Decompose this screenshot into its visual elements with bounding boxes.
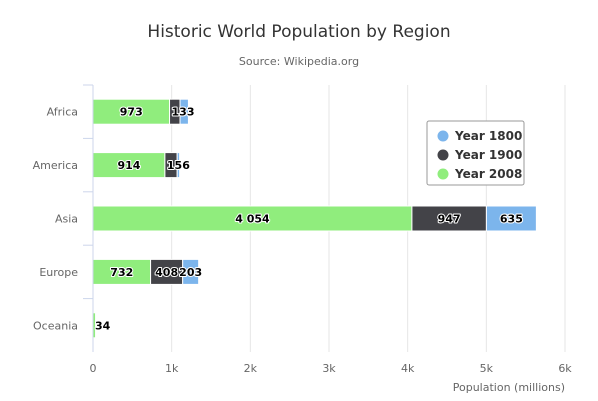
axes: 0 1k 2k 3k 4k 5k 6k Africa America Asia Europe Ocea… — [33, 84, 572, 375]
legend-label: Year 1800 — [454, 129, 522, 143]
x-tick-label: 2k — [244, 362, 258, 375]
legend-item-year-2008[interactable]: Year 2008 — [437, 167, 523, 181]
x-axis-title: Population (millions) — [453, 381, 565, 394]
legend-item-year-1900[interactable]: Year 1900 — [437, 148, 523, 162]
data-label-year-1900-asia: 947 — [438, 213, 461, 226]
bar-year-2008-america[interactable] — [92, 152, 166, 179]
legend-box — [426, 120, 525, 186]
legend-item-year-1800[interactable]: Year 1800 — [437, 129, 523, 143]
bar-year-1900-europe[interactable] — [150, 258, 184, 285]
bar-year-1800-asia[interactable] — [485, 205, 537, 232]
legend-label: Year 1900 — [454, 148, 522, 162]
category-label: Europe — [39, 266, 78, 279]
category-label: Asia — [55, 213, 78, 226]
data-label-year-2008-america: 914 — [117, 159, 140, 172]
x-tick-label: 1k — [165, 362, 179, 375]
bar-year-2008-asia[interactable] — [92, 205, 413, 232]
data-labels: 973 133 914 156 4 054 947 635 732 408 203 34 — [94, 105, 524, 334]
bar-year-1800-africa[interactable] — [179, 98, 189, 125]
category-label: Africa — [47, 106, 78, 119]
x-tick-label: 4k — [401, 362, 415, 375]
category-label: Oceania — [33, 319, 78, 332]
legend-marker — [437, 149, 449, 161]
data-label-year-2008-europe: 732 — [110, 266, 133, 279]
legend-label: Year 2008 — [454, 167, 522, 181]
legend-marker — [437, 168, 449, 180]
bar-year-1800-oceania[interactable] — [95, 312, 98, 339]
data-label-year-1900-africa: 133 — [172, 106, 195, 119]
data-label-year-1800-asia: 635 — [500, 213, 523, 226]
legend-marker — [437, 130, 449, 142]
data-label-year-2008-oceania: 34 — [95, 319, 111, 332]
bar-year-1800-america[interactable] — [176, 152, 181, 179]
x-tick-label: 6k — [558, 362, 572, 375]
data-label-year-2008-africa: 973 — [120, 106, 143, 119]
data-label-year-2008-asia: 4 054 — [235, 213, 270, 226]
data-label-year-1800-europe: 203 — [179, 266, 202, 279]
category-label: America — [33, 159, 78, 172]
bar-year-2008-africa[interactable] — [92, 98, 171, 125]
x-tick-label: 5k — [480, 362, 494, 375]
x-tick-label: 0 — [90, 362, 97, 375]
data-label-year-1900-america: 156 — [167, 159, 190, 172]
chart-subtitle: Source: Wikipedia.org — [239, 55, 359, 68]
bar-year-1800-europe[interactable] — [182, 258, 200, 285]
data-label-year-1900-europe: 408 — [155, 266, 178, 279]
chart-title: Historic World Population by Region — [147, 22, 450, 42]
x-tick-label: 3k — [322, 362, 336, 375]
legend: Year 1800 Year 1900 Year 2008 — [426, 120, 525, 186]
bars — [92, 98, 537, 339]
